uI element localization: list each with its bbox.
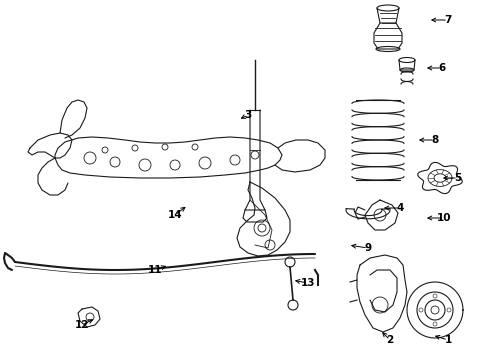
Text: 14: 14 — [168, 210, 182, 220]
Text: 13: 13 — [301, 278, 315, 288]
Text: 5: 5 — [454, 173, 462, 183]
Text: 7: 7 — [444, 15, 452, 25]
Text: 6: 6 — [439, 63, 445, 73]
Text: 4: 4 — [396, 203, 404, 213]
Text: 2: 2 — [387, 335, 393, 345]
Text: 1: 1 — [444, 335, 452, 345]
Text: 3: 3 — [245, 110, 252, 120]
Text: 8: 8 — [431, 135, 439, 145]
Text: 11: 11 — [148, 265, 162, 275]
Text: 9: 9 — [365, 243, 371, 253]
Text: 12: 12 — [75, 320, 89, 330]
Text: 10: 10 — [437, 213, 451, 223]
